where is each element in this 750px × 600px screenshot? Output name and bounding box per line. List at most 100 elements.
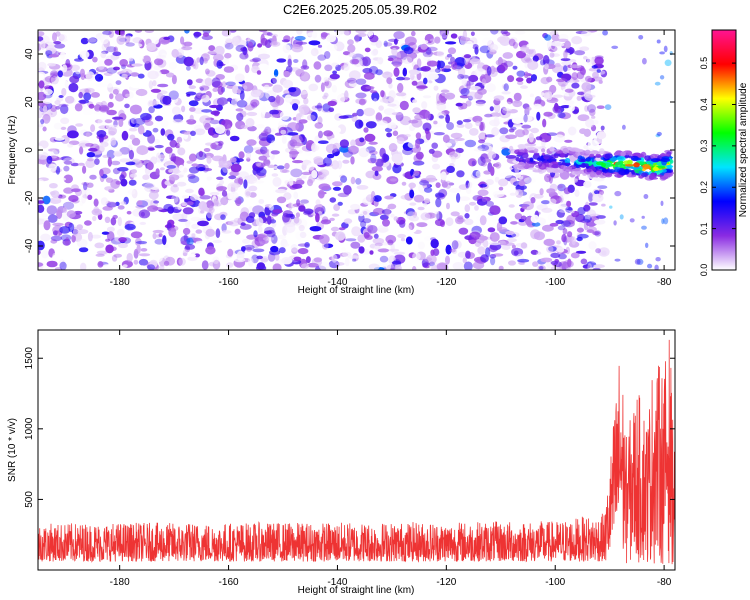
heatmap-noise-cell bbox=[272, 263, 282, 270]
heatmap-noise-cell bbox=[193, 31, 202, 37]
heatmap-noise-cell bbox=[115, 80, 122, 85]
heatmap-noise-cell bbox=[530, 197, 536, 204]
heatmap-noise-cell bbox=[423, 236, 435, 242]
heatmap-noise-cell bbox=[244, 188, 251, 198]
heatmap-noise-cell bbox=[182, 252, 188, 257]
heatmap-noise-cell bbox=[296, 199, 301, 207]
heatmap-noise-cell bbox=[533, 103, 542, 110]
heatmap-noise-cell bbox=[511, 117, 523, 124]
heatmap-signal-cell bbox=[589, 153, 595, 158]
heatmap-noise-cell bbox=[54, 100, 61, 105]
heatmap-noise-cell bbox=[313, 203, 325, 214]
heatmap-noise-cell bbox=[405, 224, 413, 231]
heatmap-noise-cell bbox=[585, 118, 595, 128]
heatmap-noise-cell bbox=[385, 234, 397, 244]
heatmap-noise-cell bbox=[132, 37, 143, 44]
heatmap-noise-cell bbox=[144, 182, 156, 193]
heatmap-noise-cell bbox=[525, 107, 532, 111]
heatmap-signal-cell bbox=[512, 164, 522, 167]
heatmap-noise-cell bbox=[477, 156, 486, 167]
heatmap-signal-cell bbox=[660, 158, 671, 162]
heatmap-noise-cell bbox=[197, 167, 206, 171]
heatmap-noise-cell bbox=[100, 51, 107, 59]
heatmap-noise-cell bbox=[478, 130, 486, 141]
heatmap-noise-cell bbox=[65, 59, 71, 68]
heatmap-noise-cell bbox=[147, 70, 159, 80]
heatmap-noise-cell bbox=[91, 208, 103, 216]
heatmap-noise-cell bbox=[118, 237, 127, 243]
heatmap-noise-cell bbox=[258, 199, 265, 204]
heatmap-noise-cell bbox=[299, 53, 305, 59]
heatmap-noise-cell bbox=[317, 140, 329, 144]
heatmap-noise-cell bbox=[377, 224, 389, 234]
heatmap-noise-cell bbox=[391, 57, 403, 67]
heatmap-noise-cell bbox=[252, 205, 264, 215]
heatmap-noise-cell bbox=[445, 255, 450, 265]
heatmap-noise-cell bbox=[571, 178, 578, 184]
heatmap-noise-cell bbox=[549, 30, 559, 37]
heatmap-noise-cell bbox=[185, 219, 191, 228]
heatmap-noise-cell bbox=[583, 214, 592, 223]
heatmap-signal-cell bbox=[602, 169, 609, 173]
heatmap-noise-cell bbox=[192, 237, 202, 242]
heatmap-noise-cell bbox=[470, 31, 475, 37]
heatmap-noise-cell bbox=[81, 194, 86, 204]
heatmap-noise-cell bbox=[371, 166, 383, 172]
heatmap-noise-cell bbox=[571, 236, 576, 246]
heatmap-noise-cell bbox=[281, 135, 287, 144]
heatmap-noise-cell bbox=[467, 181, 473, 189]
heatmap-noise-cell bbox=[622, 124, 626, 130]
heatmap-noise-cell bbox=[257, 233, 268, 241]
heatmap-noise-cell bbox=[521, 215, 527, 221]
heatmap-noise-cell bbox=[240, 222, 246, 226]
heatmap-noise-cell bbox=[591, 65, 598, 69]
heatmap-noise-cell bbox=[464, 122, 473, 129]
heatmap-noise-cell bbox=[191, 163, 199, 167]
heatmap-noise-cell bbox=[340, 65, 351, 72]
heatmap-noise-cell bbox=[199, 85, 210, 91]
heatmap-noise-cell bbox=[195, 78, 204, 84]
spectrogram-x-ticks: -180 -160 -140 -120 -100 -80 bbox=[110, 30, 672, 288]
heatmap-noise-cell bbox=[547, 40, 552, 50]
heatmap-noise-cell bbox=[194, 128, 206, 136]
heatmap-noise-cell bbox=[337, 160, 343, 170]
heatmap-noise-cell bbox=[267, 128, 276, 133]
heatmap-noise-cell bbox=[550, 266, 562, 270]
heatmap-signal-cell bbox=[553, 153, 562, 157]
heatmap-noise-cell bbox=[178, 164, 184, 172]
heatmap-noise-cell bbox=[455, 141, 461, 150]
heatmap-noise-cell bbox=[291, 134, 303, 144]
heatmap-noise-cell bbox=[473, 148, 483, 152]
heatmap-noise-cell bbox=[493, 95, 505, 101]
heatmap-noise-cell bbox=[135, 204, 145, 209]
heatmap-noise-cell bbox=[133, 43, 143, 48]
heatmap-noise-cell bbox=[522, 128, 529, 136]
heatmap-noise-cell bbox=[484, 134, 495, 138]
heatmap-noise-cell bbox=[496, 227, 508, 232]
heatmap-noise-cell bbox=[246, 157, 251, 162]
heatmap-noise-cell bbox=[392, 130, 399, 137]
heatmap-noise-cell bbox=[448, 61, 453, 65]
heatmap-noise-cell bbox=[188, 85, 196, 89]
heatmap-noise-cell bbox=[271, 212, 279, 217]
heatmap-noise-cell bbox=[53, 163, 59, 167]
heatmap-noise-cell bbox=[344, 257, 350, 267]
heatmap-noise-cell bbox=[482, 140, 492, 146]
heatmap-signal-cell bbox=[586, 168, 591, 173]
heatmap-noise-cell bbox=[501, 146, 509, 150]
heatmap-noise-cell bbox=[111, 124, 119, 129]
heatmap-noise-cell bbox=[549, 84, 557, 94]
heatmap-signal-cell bbox=[549, 146, 555, 152]
heatmap-noise-cell bbox=[258, 53, 270, 60]
heatmap-noise-cell bbox=[106, 201, 117, 208]
heatmap-noise-cell bbox=[439, 155, 444, 164]
heatmap-noise-cell bbox=[113, 150, 122, 157]
heatmap-noise-cell bbox=[420, 66, 431, 72]
heatmap-noise-cell bbox=[557, 112, 566, 119]
heatmap-noise-cell bbox=[560, 105, 571, 109]
heatmap-noise-cell bbox=[245, 246, 253, 252]
heatmap-noise-cell bbox=[82, 107, 94, 116]
heatmap-noise-cell bbox=[488, 91, 495, 97]
heatmap-noise-cell bbox=[458, 184, 469, 191]
heatmap-noise-cell bbox=[541, 138, 546, 148]
